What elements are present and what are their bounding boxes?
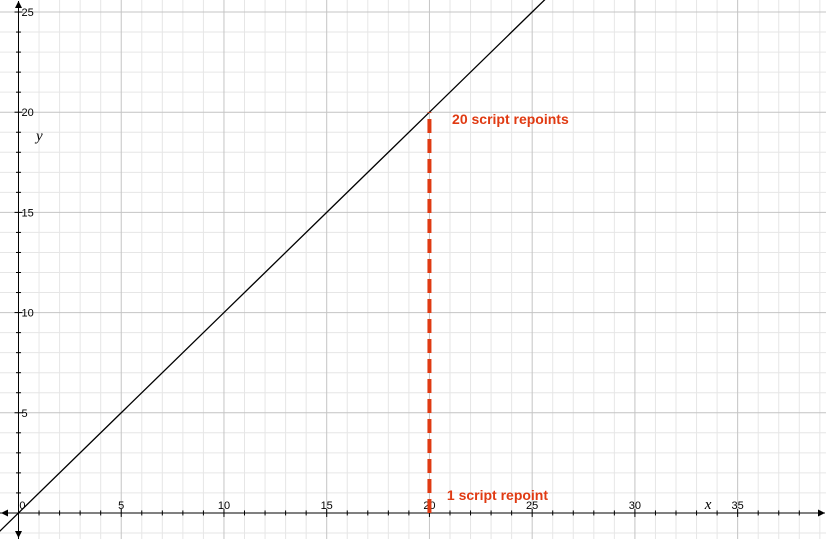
annotation-label: 20 script repoints: [452, 111, 569, 127]
series: [0, 0, 546, 532]
x-tick-label: 30: [629, 500, 641, 512]
annotation-label: 1 script repoint: [447, 487, 548, 503]
y-tick-label: 5: [21, 408, 27, 420]
x-axis-arrow-left: [1, 509, 8, 517]
annotations: 20 script repoints 1 script repoint: [447, 111, 569, 503]
x-tick-label: 5: [118, 500, 124, 512]
y-axis-label: y: [34, 128, 43, 144]
ticks: [14, 11, 821, 534]
series-line: [0, 0, 546, 532]
x-tick-label: 35: [732, 500, 744, 512]
y-tick-label: 25: [21, 7, 33, 19]
y-tick-label: 10: [21, 308, 33, 320]
x-tick-label: 10: [218, 500, 230, 512]
x-tick-label: 15: [321, 500, 333, 512]
y-tick-label: 15: [21, 207, 33, 219]
y-tick-label: 20: [21, 107, 33, 119]
x-tick-label: 0: [19, 500, 25, 512]
x-axis-label: x: [704, 497, 712, 513]
x-tick-label: 25: [526, 500, 538, 512]
tick-labels: 05101520253035510152025: [19, 7, 743, 512]
y-axis-arrow: [14, 1, 22, 8]
